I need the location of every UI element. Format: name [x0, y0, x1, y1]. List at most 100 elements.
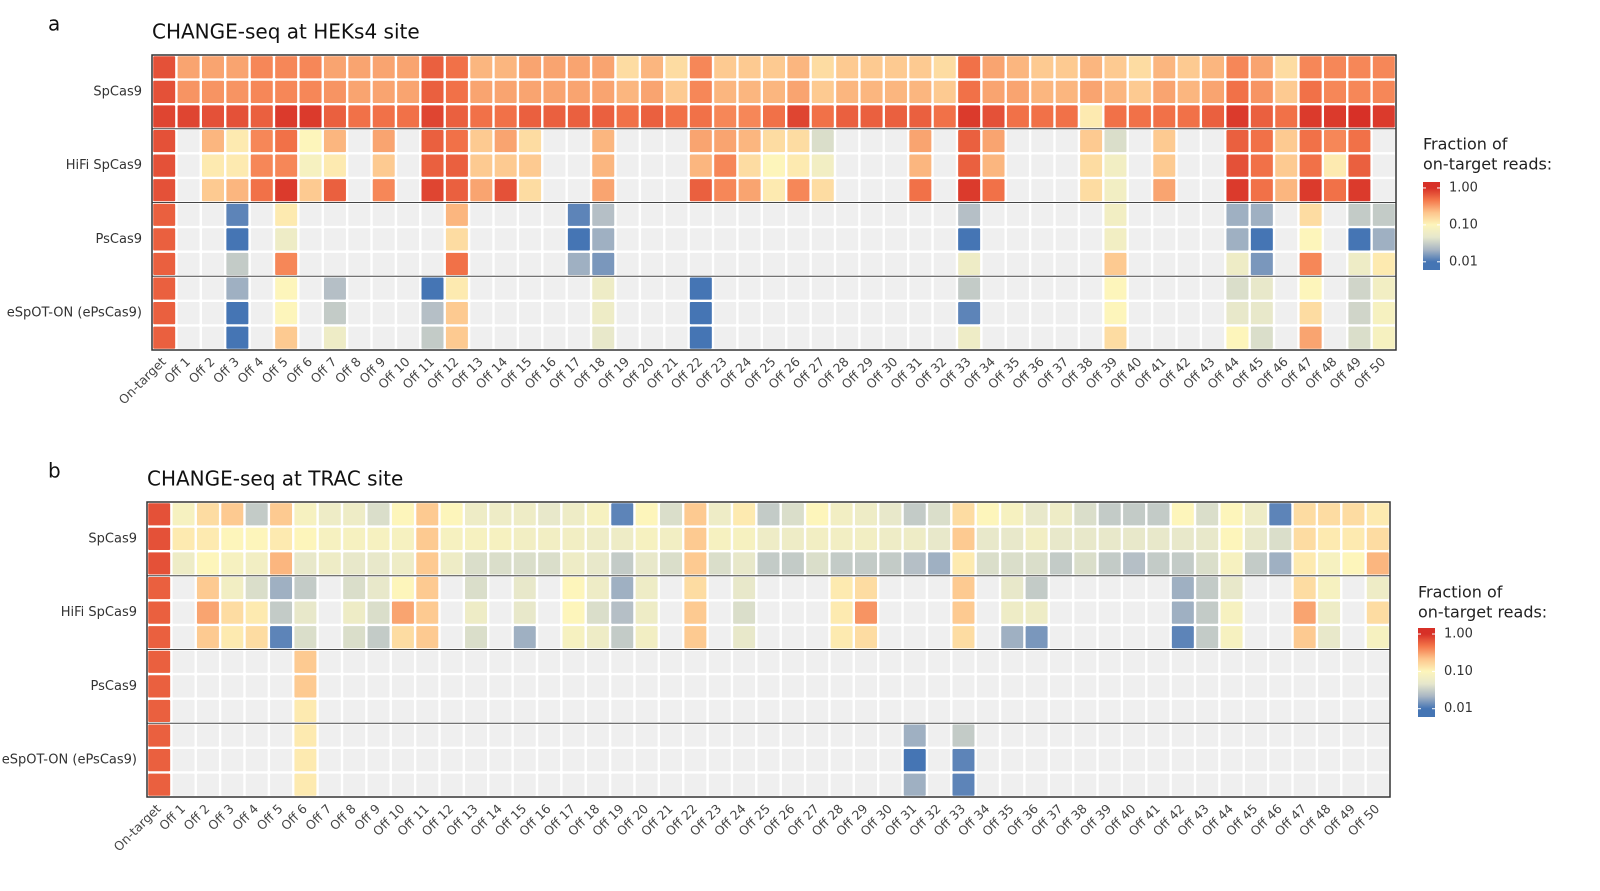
column-label: Off 7 [302, 801, 334, 833]
empty-cell [562, 724, 585, 747]
empty-cell [976, 749, 999, 772]
column-label: Off 3 [205, 801, 237, 833]
empty-cell [708, 773, 731, 796]
empty-cell [538, 626, 561, 649]
heat-cell [196, 601, 219, 624]
column-label: Off 4 [229, 801, 261, 833]
heat-cell [323, 56, 346, 79]
column-label: On-target [116, 354, 169, 407]
empty-cell [543, 302, 566, 325]
heat-cell [421, 80, 444, 103]
empty-cell [1055, 252, 1078, 276]
empty-cell [976, 601, 999, 624]
heat-cell [1348, 105, 1371, 128]
heat-cell [860, 80, 883, 103]
empty-cell [494, 302, 517, 325]
column-label: Off 5 [259, 354, 291, 386]
empty-cell [1031, 179, 1054, 202]
empty-cell [1202, 302, 1225, 325]
heat-cell [201, 154, 224, 177]
heat-cell [1025, 576, 1048, 600]
column-label: Off 3 [210, 354, 242, 386]
heat-cell [738, 154, 761, 177]
column-label: Off 6 [278, 801, 310, 833]
heat-cell [1348, 154, 1371, 177]
empty-cell [1177, 326, 1200, 349]
empty-cell [708, 699, 731, 723]
empty-cell [1202, 154, 1225, 177]
empty-cell [811, 302, 834, 325]
heat-cell [1318, 527, 1341, 550]
empty-cell [1098, 601, 1121, 624]
empty-cell [567, 277, 590, 300]
heat-cell [421, 105, 444, 128]
empty-cell [221, 749, 244, 772]
heat-cell [226, 228, 249, 251]
empty-cell [836, 277, 859, 300]
heat-cell [738, 129, 761, 153]
empty-cell [318, 773, 341, 796]
empty-cell [928, 675, 951, 698]
empty-cell [1049, 699, 1072, 723]
heat-cell [1299, 154, 1322, 177]
empty-cell [1123, 749, 1146, 772]
empty-cell [1293, 749, 1316, 772]
empty-cell [172, 724, 195, 747]
empty-cell [494, 228, 517, 251]
heat-cell [397, 80, 420, 103]
empty-cell [367, 650, 390, 673]
heat-cell [323, 302, 346, 325]
heat-cell [153, 154, 176, 177]
empty-cell [689, 203, 712, 226]
empty-cell [1202, 129, 1225, 153]
heat-cell [1244, 552, 1267, 575]
empty-cell [391, 724, 414, 747]
heat-cell [982, 56, 1005, 79]
heat-cell [958, 179, 981, 202]
heat-cell [270, 527, 293, 550]
empty-cell [616, 179, 639, 202]
heat-cell [567, 203, 590, 226]
heat-cell [1104, 80, 1127, 103]
heat-cell [1104, 277, 1127, 300]
empty-cell [465, 650, 488, 673]
empty-cell [172, 576, 195, 600]
empty-cell [489, 773, 512, 796]
heat-cell [787, 105, 810, 128]
heat-cell [221, 576, 244, 600]
empty-cell [519, 277, 542, 300]
empty-cell [855, 773, 877, 796]
heat-cell [567, 56, 590, 79]
heat-cell [1318, 626, 1341, 649]
empty-cell [708, 650, 731, 673]
empty-cell [1153, 302, 1176, 325]
empty-cell [543, 129, 566, 153]
empty-cell [1153, 326, 1176, 349]
empty-cell [860, 228, 883, 251]
heat-cell [1226, 154, 1249, 177]
heat-cell [153, 228, 176, 251]
heat-cell [909, 105, 932, 128]
empty-cell [586, 699, 609, 723]
heat-cell [684, 601, 707, 624]
empty-cell [348, 326, 371, 349]
heat-cell [513, 601, 536, 624]
empty-cell [714, 203, 737, 226]
heat-cell [909, 154, 932, 177]
empty-cell [489, 576, 512, 600]
empty-cell [397, 326, 420, 349]
empty-cell [367, 773, 390, 796]
heat-cell [763, 154, 785, 177]
empty-cell [855, 749, 877, 772]
heat-cell [343, 527, 366, 550]
empty-cell [538, 601, 561, 624]
empty-cell [201, 302, 224, 325]
column-label: Off 7 [307, 354, 339, 386]
empty-cell [806, 601, 829, 624]
heat-cell [1299, 302, 1322, 325]
empty-cell [543, 252, 566, 276]
heat-cell [763, 56, 785, 79]
empty-cell [830, 675, 853, 698]
empty-cell [952, 650, 975, 673]
row-label: SpCas9 [93, 84, 142, 99]
